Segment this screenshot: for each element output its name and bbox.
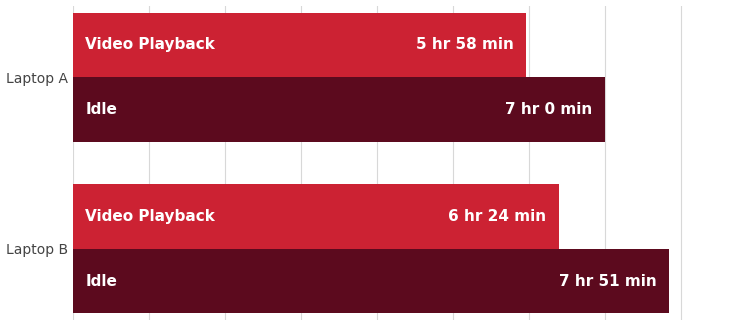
Text: 7 hr 0 min: 7 hr 0 min [505,102,592,117]
Bar [72,77,605,141]
Text: Video Playback: Video Playback [85,209,215,224]
Text: 6 hr 24 min: 6 hr 24 min [448,209,546,224]
Text: Video Playback: Video Playback [85,37,215,52]
Text: 5 hr 58 min: 5 hr 58 min [416,37,514,52]
Bar [72,185,559,249]
Bar [72,13,526,77]
Text: 7 hr 51 min: 7 hr 51 min [559,274,657,289]
Text: Idle: Idle [85,274,117,289]
Bar [72,249,669,313]
Text: Idle: Idle [85,102,117,117]
